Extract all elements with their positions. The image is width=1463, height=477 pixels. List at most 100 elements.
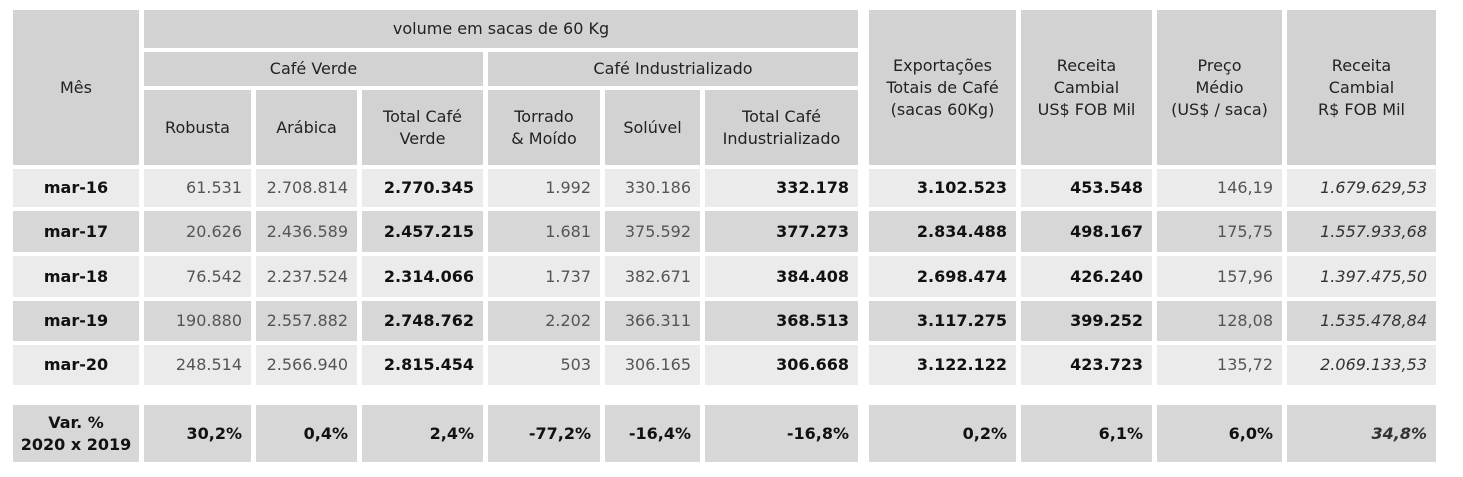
- cell-soluvel: 366.311: [605, 301, 700, 341]
- header-torrado-text: Torrado & Moído: [511, 106, 577, 150]
- cell-soluvel: 382.671: [605, 256, 700, 297]
- cell-mes: mar-20: [13, 345, 139, 385]
- cell-receita-usd: 426.240: [1021, 256, 1152, 297]
- header-receita-brl-line1: Receita: [1331, 55, 1392, 75]
- variation-label: Var. % 2020 x 2019: [13, 405, 139, 462]
- header-total-industrializado: Total Café Industrializado: [705, 90, 858, 165]
- header-receita-brl: Receita Cambial R$ FOB Mil: [1287, 10, 1436, 165]
- cell-receita-brl: 1.397.475,50: [1287, 256, 1436, 297]
- header-receita-usd: Receita Cambial US$ FOB Mil: [1021, 10, 1152, 165]
- variation-robusta: 30,2%: [144, 405, 251, 462]
- cell-arabica: 2.237.524: [256, 256, 357, 297]
- variation-total-industrializado: -16,8%: [705, 405, 858, 462]
- header-receita-brl-text: Receita Cambial R$ FOB Mil: [1318, 55, 1405, 121]
- cell-exportacoes: 2.834.488: [869, 211, 1016, 252]
- header-mes: Mês: [13, 10, 139, 165]
- cell-total-industrializado: 306.668: [705, 345, 858, 385]
- cell-arabica: 2.557.882: [256, 301, 357, 341]
- header-torrado-line2: & Moído: [511, 128, 577, 148]
- cell-robusta: 190.880: [144, 301, 251, 341]
- cell-soluvel: 306.165: [605, 345, 700, 385]
- variation-receita-usd: 6,1%: [1021, 405, 1152, 462]
- cell-receita-usd: 399.252: [1021, 301, 1152, 341]
- cell-mes: mar-19: [13, 301, 139, 341]
- header-arabica-label: Arábica: [276, 117, 337, 137]
- header-cafe-verde: Café Verde: [144, 52, 483, 86]
- header-total-verde-line2: Verde: [399, 128, 446, 148]
- header-export-line3: (sacas 60Kg): [890, 99, 995, 119]
- cell-preco-medio: 128,08: [1157, 301, 1282, 341]
- header-soluvel-label: Solúvel: [623, 117, 682, 137]
- header-export-line1: Exportações: [893, 55, 992, 75]
- cell-total-verde: 2.815.454: [362, 345, 483, 385]
- cell-robusta: 61.531: [144, 169, 251, 207]
- header-total-industrializado-text: Total Café Industrializado: [723, 106, 841, 150]
- header-total-verde-text: Total Café Verde: [383, 106, 462, 150]
- cell-preco-medio: 175,75: [1157, 211, 1282, 252]
- header-total-verde: Total Café Verde: [362, 90, 483, 165]
- cell-total-industrializado: 368.513: [705, 301, 858, 341]
- header-receita-brl-line2: Cambial: [1328, 77, 1395, 97]
- header-receita-usd-line1: Receita: [1056, 55, 1117, 75]
- header-torrado: Torrado & Moído: [488, 90, 600, 165]
- header-cafe-industrializado-label: Café Industrializado: [593, 59, 753, 78]
- header-exportacoes: Exportações Totais de Café (sacas 60Kg): [869, 10, 1016, 165]
- variation-arabica: 0,4%: [256, 405, 357, 462]
- cell-receita-brl: 1.535.478,84: [1287, 301, 1436, 341]
- header-cafe-industrializado: Café Industrializado: [488, 52, 858, 86]
- cell-robusta: 76.542: [144, 256, 251, 297]
- header-mes-label: Mês: [60, 77, 92, 97]
- cell-receita-brl: 2.069.133,53: [1287, 345, 1436, 385]
- cell-total-verde: 2.748.762: [362, 301, 483, 341]
- header-total-ind-line2: Industrializado: [722, 128, 841, 148]
- header-export-line2: Totais de Café: [886, 77, 999, 97]
- cell-preco-medio: 135,72: [1157, 345, 1282, 385]
- header-preco-line2: Médio: [1195, 77, 1244, 97]
- cell-mes: mar-18: [13, 256, 139, 297]
- cell-arabica: 2.566.940: [256, 345, 357, 385]
- cell-robusta: 20.626: [144, 211, 251, 252]
- variation-preco-medio: 6,0%: [1157, 405, 1282, 462]
- cell-total-industrializado: 332.178: [705, 169, 858, 207]
- cell-total-verde: 2.770.345: [362, 169, 483, 207]
- variation-total-verde: 2,4%: [362, 405, 483, 462]
- header-cafe-verde-label: Café Verde: [269, 59, 358, 78]
- header-robusta: Robusta: [144, 90, 251, 165]
- variation-soluvel: -16,4%: [605, 405, 700, 462]
- cell-receita-usd: 423.723: [1021, 345, 1152, 385]
- cell-torrado: 1.737: [488, 256, 600, 297]
- header-robusta-label: Robusta: [165, 117, 230, 137]
- variation-torrado: -77,2%: [488, 405, 600, 462]
- cell-receita-brl: 1.557.933,68: [1287, 211, 1436, 252]
- cell-torrado: 1.992: [488, 169, 600, 207]
- cell-mes: mar-16: [13, 169, 139, 207]
- cell-arabica: 2.436.589: [256, 211, 357, 252]
- cell-total-verde: 2.314.066: [362, 256, 483, 297]
- variation-label-line1: Var. %: [48, 412, 104, 432]
- header-exportacoes-text: Exportações Totais de Café (sacas 60Kg): [886, 55, 998, 121]
- header-receita-usd-line2: Cambial: [1053, 77, 1120, 97]
- cell-robusta: 248.514: [144, 345, 251, 385]
- header-preco-text: Preço Médio (US$ / saca): [1171, 55, 1268, 121]
- cell-exportacoes: 3.122.122: [869, 345, 1016, 385]
- header-preco-medio: Preço Médio (US$ / saca): [1157, 10, 1282, 165]
- cell-torrado: 2.202: [488, 301, 600, 341]
- cell-total-industrializado: 384.408: [705, 256, 858, 297]
- variation-exportacoes: 0,2%: [869, 405, 1016, 462]
- variation-label-line2: 2020 x 2019: [20, 434, 132, 454]
- header-receita-usd-line3: US$ FOB Mil: [1037, 99, 1136, 119]
- cell-receita-usd: 453.548: [1021, 169, 1152, 207]
- cell-receita-brl: 1.679.629,53: [1287, 169, 1436, 207]
- cell-soluvel: 375.592: [605, 211, 700, 252]
- cell-mes: mar-17: [13, 211, 139, 252]
- header-volume: volume em sacas de 60 Kg: [144, 10, 858, 48]
- cell-receita-usd: 498.167: [1021, 211, 1152, 252]
- cell-total-industrializado: 377.273: [705, 211, 858, 252]
- header-soluvel: Solúvel: [605, 90, 700, 165]
- header-preco-line3: (US$ / saca): [1171, 99, 1268, 119]
- cell-torrado: 1.681: [488, 211, 600, 252]
- header-volume-label: volume em sacas de 60 Kg: [392, 19, 610, 38]
- cell-arabica: 2.708.814: [256, 169, 357, 207]
- cell-preco-medio: 157,96: [1157, 256, 1282, 297]
- cell-exportacoes: 3.117.275: [869, 301, 1016, 341]
